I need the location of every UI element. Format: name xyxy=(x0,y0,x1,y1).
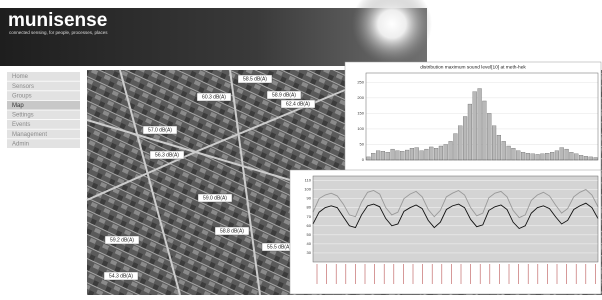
map-label: 57.0 dB(A) xyxy=(148,127,172,133)
bar xyxy=(410,148,414,160)
bar xyxy=(594,158,598,160)
bar xyxy=(531,154,535,160)
bar xyxy=(420,151,424,160)
timeseries-panel: 30 40 50 60 70 80 90 100 110 xyxy=(290,170,601,294)
map-label: 59.0 dB(A) xyxy=(203,195,227,201)
bar xyxy=(511,148,515,160)
bar xyxy=(391,149,395,160)
bar xyxy=(439,146,443,160)
bar xyxy=(453,134,457,160)
bar xyxy=(400,151,404,160)
bar xyxy=(482,101,486,160)
y-tick-label: 90 xyxy=(307,196,312,201)
y-tick-label: 50 xyxy=(360,142,365,147)
bar xyxy=(507,146,511,160)
bar xyxy=(555,151,559,160)
bar xyxy=(458,126,462,160)
menu-label: Admin xyxy=(12,141,29,147)
bar xyxy=(415,148,419,160)
chart-title: distribution maximum sound level[10] at … xyxy=(420,64,526,70)
map-label: 58.9 dB(A) xyxy=(272,92,296,98)
screen: munisense connected sensing, for people,… xyxy=(0,0,602,295)
bar xyxy=(478,89,482,160)
bar xyxy=(487,113,491,160)
bar xyxy=(473,92,477,160)
menu: Home Sensors Groups Map Settings Events Manage… xyxy=(7,72,80,148)
menu-label: Events xyxy=(12,122,30,128)
bar xyxy=(540,154,544,160)
bar xyxy=(560,148,564,160)
menu-label: Management xyxy=(12,132,47,138)
bar xyxy=(386,152,390,160)
bar xyxy=(497,135,501,160)
bar xyxy=(492,126,496,160)
y-tick-label: 100 xyxy=(357,126,364,131)
menu-label: Settings xyxy=(12,113,34,119)
y-tick-label: 80 xyxy=(307,205,312,210)
page: munisense connected sensing, for people,… xyxy=(0,0,602,295)
y-tick-label: 30 xyxy=(307,250,312,255)
plot-background xyxy=(313,176,598,262)
logo[interactable]: munisense xyxy=(8,10,107,31)
bar xyxy=(463,117,467,161)
bar xyxy=(424,149,428,160)
menu-label: Home xyxy=(12,74,29,80)
menu-label: Sensors xyxy=(12,84,34,90)
bar xyxy=(589,157,593,160)
bar xyxy=(545,153,549,160)
bar xyxy=(550,152,554,160)
bar xyxy=(579,155,583,160)
y-tick-label: 40 xyxy=(307,241,312,246)
bar xyxy=(584,156,588,160)
y-tick-label: 150 xyxy=(357,110,364,115)
bar xyxy=(574,154,578,160)
bar xyxy=(395,151,399,160)
bar xyxy=(444,144,448,160)
map-label: 62.4 dB(A) xyxy=(286,101,310,107)
bar xyxy=(521,152,525,160)
bar xyxy=(536,154,540,160)
map-label: 55.5 dB(A) xyxy=(267,244,291,250)
header: munisense connected sensing, for people,… xyxy=(0,0,432,66)
histogram-panel: distribution maximum sound level[10] at … xyxy=(345,62,601,172)
tagline: connected sensing, for people, processes… xyxy=(9,30,108,35)
bar xyxy=(434,148,438,160)
y-tick-label: 100 xyxy=(304,187,311,192)
bar xyxy=(516,151,520,160)
menu-label: Map xyxy=(12,103,24,109)
bar xyxy=(429,147,433,160)
bar xyxy=(569,152,573,160)
bar xyxy=(376,151,380,160)
bar xyxy=(526,153,530,160)
bar xyxy=(405,150,409,160)
map-label: 54.3 dB(A) xyxy=(109,273,133,279)
map-label: 58.8 dB(A) xyxy=(220,228,244,234)
map-label: 56.3 dB(A) xyxy=(155,152,179,158)
y-tick-label: 60 xyxy=(307,223,312,228)
bar xyxy=(366,157,370,160)
y-tick-label: 70 xyxy=(307,214,312,219)
y-tick-label: 50 xyxy=(307,232,312,237)
bar xyxy=(502,141,506,160)
y-tick-label: 110 xyxy=(305,178,312,183)
map-label: 58.5 dB(A) xyxy=(243,76,267,82)
bar xyxy=(381,151,385,160)
bar xyxy=(371,153,375,160)
bar xyxy=(449,141,453,160)
menu-label: Groups xyxy=(12,93,32,99)
y-tick-label: 200 xyxy=(357,95,364,100)
y-tick-label: 250 xyxy=(357,79,364,84)
map-label: 59.2 dB(A) xyxy=(110,237,134,243)
bar xyxy=(565,149,569,160)
map-label: 60.3 dB(A) xyxy=(202,94,226,100)
bar xyxy=(468,104,472,160)
